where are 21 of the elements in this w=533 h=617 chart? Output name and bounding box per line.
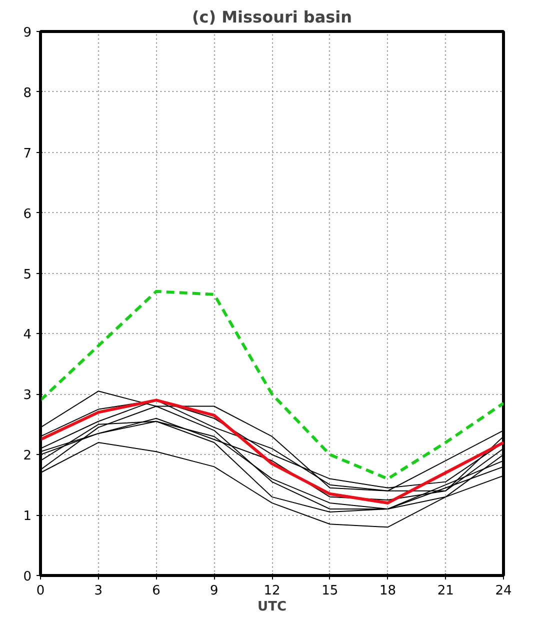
x-tick-label: 6 bbox=[152, 584, 160, 598]
x-tick-label: 0 bbox=[36, 584, 45, 598]
x-tick-label: 24 bbox=[495, 584, 512, 598]
chart-title: (c) Missouri basin bbox=[192, 8, 352, 26]
y-tick-label: 7 bbox=[23, 146, 32, 162]
y-tick-label: 9 bbox=[23, 26, 32, 40]
x-tick-label: 9 bbox=[210, 584, 218, 598]
y-tick-label: 5 bbox=[23, 267, 32, 282]
y-tick-label: 1 bbox=[23, 509, 32, 524]
x-axis-title: UTC bbox=[258, 600, 286, 614]
x-tick-label: 3 bbox=[94, 584, 103, 598]
x-tick-label: 12 bbox=[264, 584, 280, 598]
x-tick-label: 15 bbox=[322, 584, 338, 598]
x-tick-label: 18 bbox=[379, 584, 396, 598]
x-tick-label: 21 bbox=[437, 584, 454, 598]
y-tick-label: 2 bbox=[23, 448, 32, 464]
y-tick-label: 0 bbox=[23, 570, 32, 584]
y-tick-label: 8 bbox=[23, 86, 32, 101]
y-tick-label: 3 bbox=[23, 388, 32, 404]
y-tick-label: 6 bbox=[23, 206, 32, 222]
y-tick-label: 4 bbox=[23, 328, 32, 343]
